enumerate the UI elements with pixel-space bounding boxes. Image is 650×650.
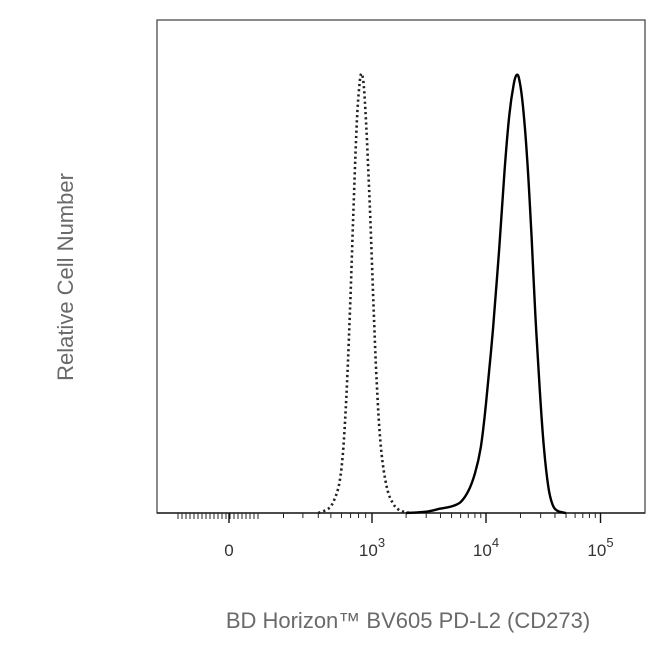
x-axis-ticks (157, 512, 645, 523)
x-tick-label-base: 10 (359, 541, 378, 560)
isotype-control-dotted-curve (317, 72, 412, 515)
plot-frame (156, 19, 646, 514)
x-tick-label: 0 (224, 541, 233, 560)
x-tick-label-exponent: 3 (378, 535, 385, 550)
x-tick-label-exponent: 4 (492, 535, 499, 550)
x-tick-label-base: 10 (587, 541, 606, 560)
series-layer (317, 72, 567, 515)
x-axis-label: BD Horizon™ BV605 PD-L2 (CD273) (226, 608, 590, 633)
x-axis-tick-labels: 0 103 104 105 (224, 535, 613, 560)
x-tick-label: 104 (473, 535, 499, 560)
x-tick-label-base: 10 (473, 541, 492, 560)
x-tick-label-base: 0 (224, 541, 233, 560)
x-tick-label-exponent: 5 (606, 535, 613, 550)
y-axis-label: Relative Cell Number (53, 173, 78, 381)
stained-sample-solid-curve (406, 73, 567, 515)
x-tick-label: 105 (587, 535, 613, 560)
x-tick-label: 103 (359, 535, 385, 560)
